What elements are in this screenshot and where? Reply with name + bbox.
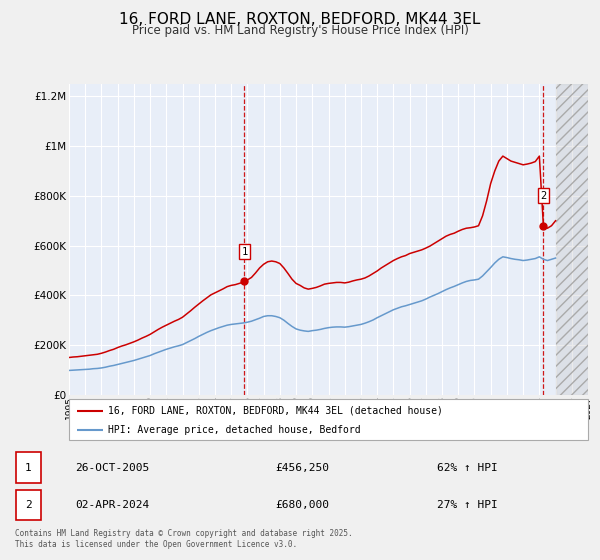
Text: 26-OCT-2005: 26-OCT-2005 [75, 463, 149, 473]
Text: 1: 1 [25, 463, 32, 473]
Text: 16, FORD LANE, ROXTON, BEDFORD, MK44 3EL (detached house): 16, FORD LANE, ROXTON, BEDFORD, MK44 3EL… [108, 405, 443, 416]
Text: Contains HM Land Registry data © Crown copyright and database right 2025.
This d: Contains HM Land Registry data © Crown c… [15, 529, 353, 549]
Text: Price paid vs. HM Land Registry's House Price Index (HPI): Price paid vs. HM Land Registry's House … [131, 24, 469, 37]
Bar [556, 84, 588, 395]
Text: 1: 1 [241, 246, 248, 256]
Text: £456,250: £456,250 [275, 463, 329, 473]
FancyBboxPatch shape [16, 452, 41, 483]
Bar [556, 84, 588, 395]
Text: 2: 2 [25, 500, 32, 510]
Text: £680,000: £680,000 [275, 500, 329, 510]
Text: 2: 2 [540, 191, 547, 201]
FancyBboxPatch shape [16, 490, 41, 520]
Text: 62% ↑ HPI: 62% ↑ HPI [437, 463, 497, 473]
Text: 16, FORD LANE, ROXTON, BEDFORD, MK44 3EL: 16, FORD LANE, ROXTON, BEDFORD, MK44 3EL [119, 12, 481, 27]
Text: 27% ↑ HPI: 27% ↑ HPI [437, 500, 497, 510]
Text: HPI: Average price, detached house, Bedford: HPI: Average price, detached house, Bedf… [108, 424, 361, 435]
Text: 02-APR-2024: 02-APR-2024 [75, 500, 149, 510]
FancyBboxPatch shape [69, 399, 588, 440]
